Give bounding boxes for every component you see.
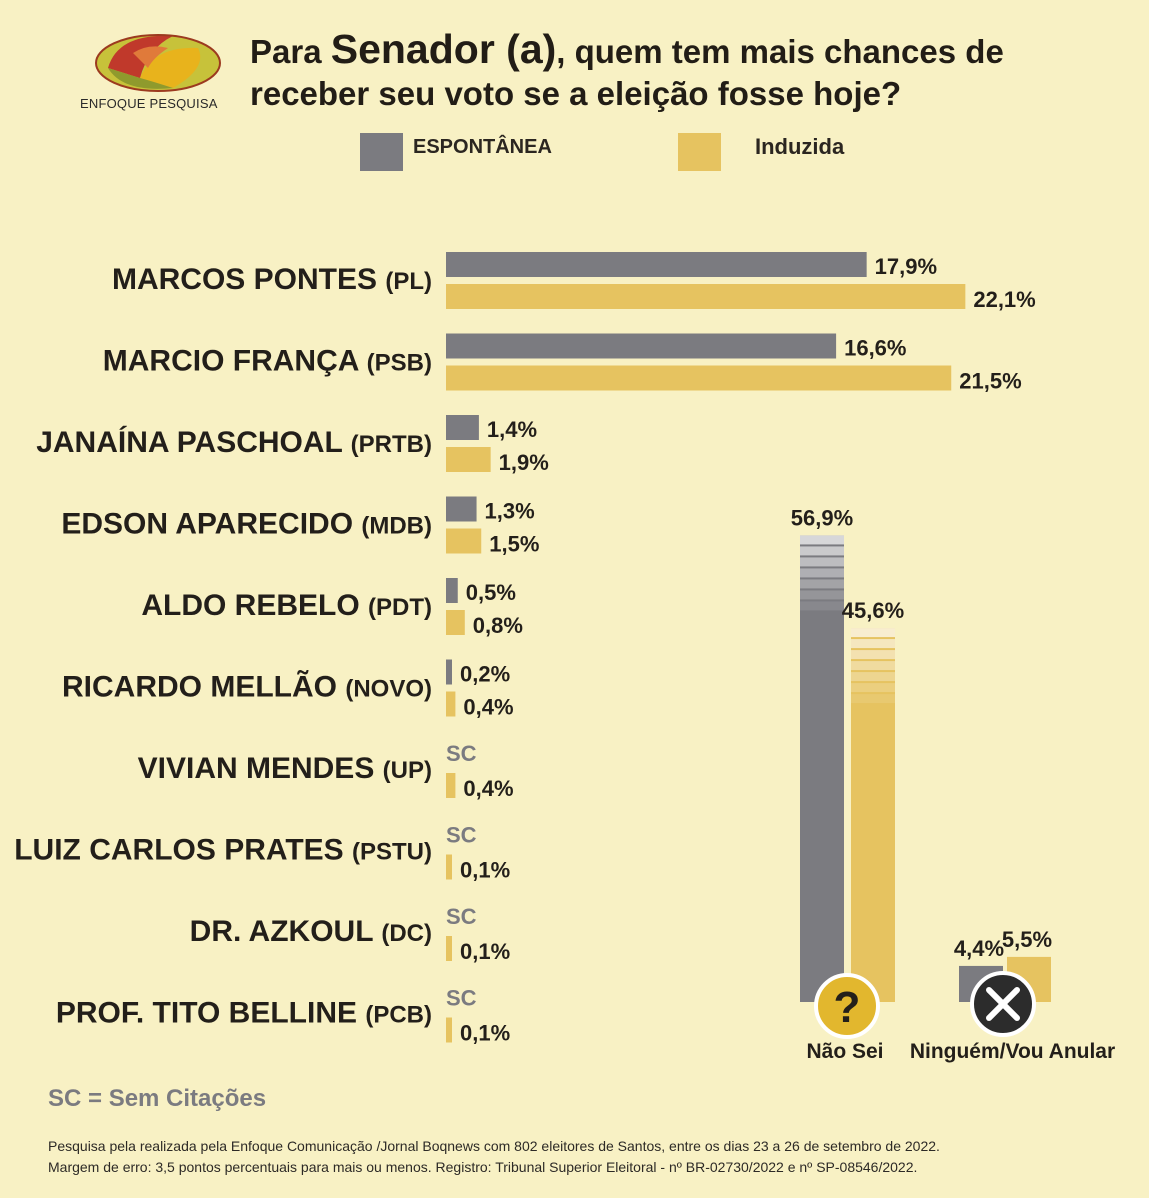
title-line2: receber seu voto se a eleição fosse hoje… <box>250 75 902 112</box>
bar-induzida <box>446 365 952 391</box>
candidate-label: MARCOS PONTES (PL) <box>112 263 432 296</box>
bar-espontanea <box>800 535 844 1002</box>
data-label-induzida: 21,5% <box>959 369 1021 394</box>
bar-espontanea <box>446 415 479 440</box>
legend-label-induzida: Induzida <box>755 134 845 159</box>
legend-label-espontanea: ESPONTÂNEA <box>413 136 552 158</box>
data-label-induzida: 0,1% <box>460 1021 510 1046</box>
data-label-espontanea: 4,4% <box>954 936 1004 961</box>
data-label-espontanea: 0,5% <box>466 580 516 605</box>
bar-fade-stripe <box>800 557 844 567</box>
data-label-espontanea: 0,2% <box>460 662 510 687</box>
bar-induzida <box>446 773 456 798</box>
data-label-espontanea: 16,6% <box>844 336 906 361</box>
category-label-nao-sei: Não Sei <box>806 1040 884 1063</box>
data-label-induzida: 0,4% <box>463 776 513 801</box>
footer-line-1: Pesquisa pela realizada pela Enfoque Com… <box>48 1138 940 1154</box>
bar-fade-stripe <box>851 628 895 638</box>
legend-swatch-espontanea <box>360 133 403 171</box>
data-label-induzida: 1,9% <box>499 450 549 475</box>
data-label-induzida: 0,4% <box>463 695 513 720</box>
bar-induzida <box>446 1017 452 1043</box>
bar-fade-stripe <box>800 601 844 611</box>
data-label-espontanea: 1,4% <box>487 417 537 442</box>
bar-espontanea <box>446 252 867 277</box>
footer-line-2: Margem de erro: 3,5 pontos percentuais p… <box>48 1159 918 1175</box>
sc-label: SC <box>446 741 477 766</box>
bar-fade-stripe <box>800 568 844 578</box>
bar-induzida <box>446 610 465 635</box>
bar-fade-stripe <box>800 590 844 600</box>
bar-induzida <box>851 628 895 1002</box>
data-label-induzida: 22,1% <box>973 287 1035 312</box>
data-label-espontanea: 17,9% <box>875 254 937 279</box>
title-prefix: Para <box>250 33 331 70</box>
sc-note: SC = Sem Citações <box>48 1085 267 1112</box>
bar-fade-stripe <box>851 683 895 693</box>
data-label-espontanea: 56,9% <box>791 505 853 530</box>
bar-induzida <box>446 936 452 961</box>
bar-fade-stripe <box>851 650 895 660</box>
x-mark-stroke-2 <box>986 987 1020 1021</box>
bar-fade-stripe <box>800 535 844 545</box>
sc-label: SC <box>446 986 477 1011</box>
bar-fade-stripe <box>851 672 895 682</box>
bar-induzida <box>446 284 966 309</box>
data-label-induzida: 1,5% <box>489 532 539 557</box>
candidate-label: VIVIAN MENDES (UP) <box>138 752 432 785</box>
page-title: Para Senador (a), quem tem mais chances … <box>250 28 1130 115</box>
bar-induzida <box>446 854 452 880</box>
data-label-induzida: 5,5% <box>1002 927 1052 952</box>
bar-fade-stripe <box>800 579 844 589</box>
title-suffix: , quem tem mais chances de <box>556 33 1004 70</box>
bar-espontanea <box>446 496 477 522</box>
data-label-induzida: 45,6% <box>842 598 904 623</box>
bar-fade-stripe <box>800 546 844 556</box>
title-emphasis: Senador (a) <box>330 26 557 72</box>
candidate-label: JANAÍNA PASCHOAL (PRTB) <box>36 425 432 459</box>
candidate-label: LUIZ CARLOS PRATES (PSTU) <box>14 834 432 867</box>
candidate-label: MARCIO FRANÇA (PSB) <box>103 345 432 378</box>
bar-fade-stripe <box>851 639 895 649</box>
candidate-label: EDSON APARECIDO (MDB) <box>61 508 432 541</box>
legend-swatch-induzida <box>678 133 721 171</box>
bar-induzida <box>446 691 456 717</box>
candidate-label: ALDO REBELO (PDT) <box>141 589 432 622</box>
bar-fade-stripe <box>851 661 895 671</box>
enfoque-pesquisa-logo-icon <box>95 34 221 92</box>
sc-label: SC <box>446 823 477 848</box>
question-mark-glyph: ? <box>834 983 861 1032</box>
data-label-espontanea: 1,3% <box>485 499 535 524</box>
candidate-label: DR. AZKOUL (DC) <box>190 915 432 948</box>
bar-induzida <box>446 528 482 554</box>
footer: Pesquisa pela realizada pela Enfoque Com… <box>48 1136 1128 1178</box>
candidate-label: PROF. TITO BELLINE (PCB) <box>56 997 432 1030</box>
category-label-ninguem: Ninguém/Vou Anular <box>909 1040 1116 1063</box>
sc-label: SC <box>446 904 477 929</box>
bar-induzida <box>446 447 491 472</box>
bar-espontanea <box>446 333 837 359</box>
logo-text: ENFOQUE PESQUISA <box>80 96 218 111</box>
data-label-induzida: 0,1% <box>460 858 510 883</box>
data-label-induzida: 0,8% <box>473 613 523 638</box>
bar-espontanea <box>446 578 458 603</box>
candidate-label: RICARDO MELLÃO (NOVO) <box>62 670 432 704</box>
bar-espontanea <box>446 659 452 685</box>
question-mark-icon <box>814 973 880 1039</box>
bar-fade-stripe <box>851 694 895 704</box>
data-label-induzida: 0,1% <box>460 939 510 964</box>
